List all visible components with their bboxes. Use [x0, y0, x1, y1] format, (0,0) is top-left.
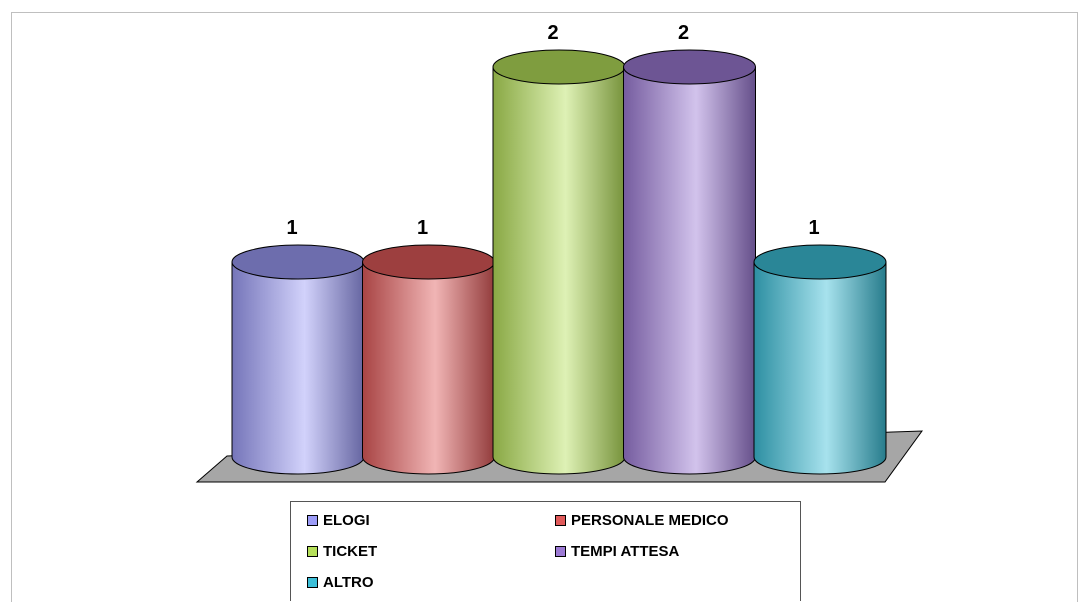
legend-item: TEMPI ATTESA: [555, 543, 679, 560]
bar-top: [623, 49, 756, 85]
bar: 1: [231, 217, 365, 475]
bar-body: [623, 66, 756, 475]
data-label: 2: [678, 22, 689, 44]
bar-top: [362, 244, 495, 280]
bar: 1: [753, 217, 887, 475]
legend-swatch: [307, 546, 318, 557]
bar: 2: [623, 22, 756, 475]
bar-top: [231, 244, 365, 280]
legend-label: TEMPI ATTESA: [571, 543, 680, 560]
legend-item: ALTRO: [307, 574, 374, 591]
bar-top: [492, 49, 626, 85]
bar: 1: [362, 217, 495, 475]
bar-body: [753, 261, 887, 475]
bar-body: [362, 261, 495, 475]
legend-item: TICKET: [307, 543, 377, 560]
data-label: 2: [547, 22, 558, 44]
legend-swatch: [555, 546, 566, 557]
legend-swatch: [307, 577, 318, 588]
legend-item: ELOGI: [307, 512, 370, 529]
legend-swatch: [307, 515, 318, 526]
bar: 2: [492, 22, 626, 475]
legend-label: TICKET: [323, 543, 378, 560]
legend-label: PERSONALE MEDICO: [571, 512, 729, 529]
bar-top: [753, 244, 887, 280]
data-label: 1: [286, 217, 297, 239]
legend-swatch: [555, 515, 566, 526]
legend-label: ALTRO: [323, 574, 374, 591]
legend-item: PERSONALE MEDICO: [555, 512, 729, 529]
legend: ELOGI PERSONALE MEDICO TICKET TEMPI ATTE…: [290, 501, 801, 601]
data-label: 1: [417, 217, 428, 239]
data-label: 1: [808, 217, 819, 239]
bar-body: [492, 66, 626, 475]
legend-label: ELOGI: [323, 512, 370, 529]
bar-body: [231, 261, 365, 475]
bar-group: 1 1 2 2 1: [231, 22, 887, 475]
